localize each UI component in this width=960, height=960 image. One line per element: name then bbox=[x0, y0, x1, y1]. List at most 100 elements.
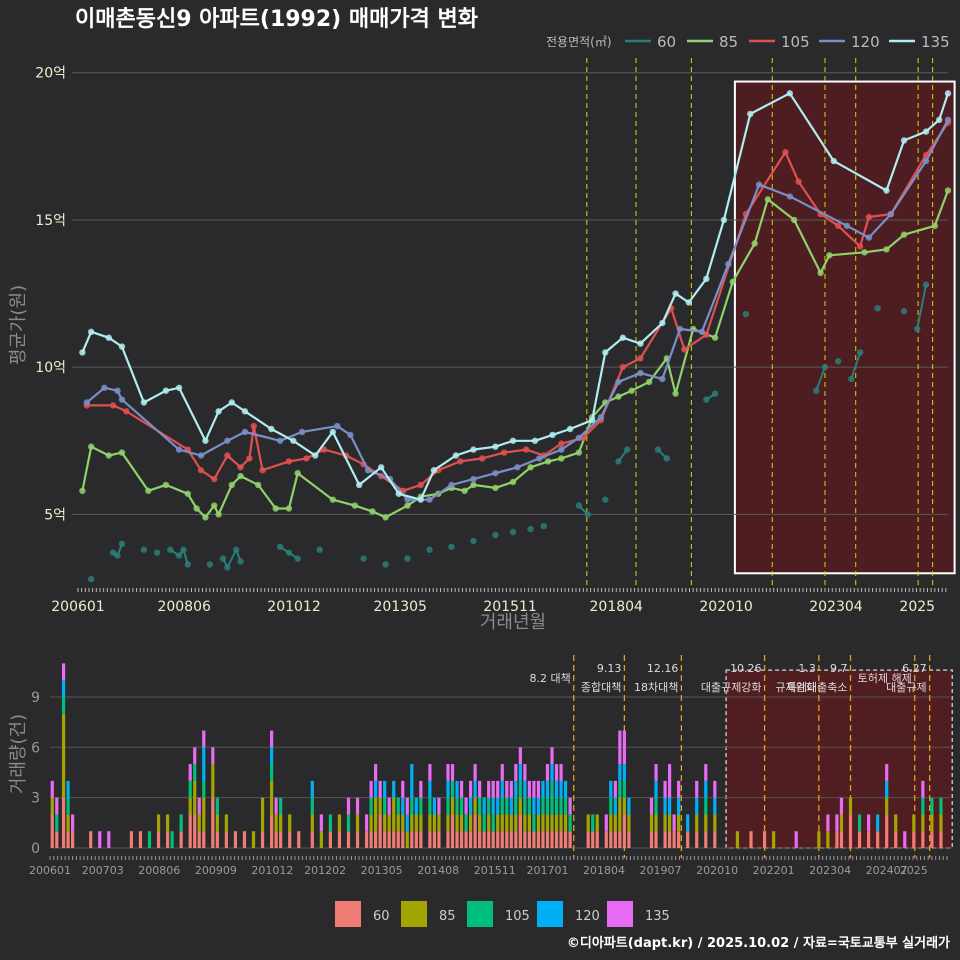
chart-title: 이매촌동신9 아파트(1992) 매매가격 변화 bbox=[75, 7, 478, 32]
volume-bar bbox=[165, 831, 170, 848]
point-120 bbox=[755, 181, 763, 188]
volume-bar bbox=[654, 797, 658, 815]
volume-bar bbox=[622, 814, 626, 848]
volume-bar bbox=[251, 831, 256, 848]
volume-bar bbox=[369, 797, 373, 815]
volume-bar bbox=[270, 764, 274, 781]
point-60 bbox=[900, 308, 908, 315]
volume-bar bbox=[523, 797, 527, 815]
volume-bar bbox=[193, 764, 197, 781]
volume-bar bbox=[270, 814, 274, 848]
point-135 bbox=[936, 116, 943, 124]
volume-bar bbox=[500, 814, 504, 832]
volume-bar bbox=[473, 797, 477, 815]
point-135 bbox=[602, 349, 609, 356]
point-105 bbox=[224, 452, 231, 459]
volume-bar bbox=[428, 797, 432, 815]
volume-bar bbox=[536, 780, 541, 798]
volume-bar bbox=[61, 680, 66, 697]
volume-bar bbox=[609, 780, 613, 798]
volume-x-tick-label: 201701 bbox=[526, 864, 568, 877]
volume-bar bbox=[455, 814, 459, 832]
volume-bar bbox=[491, 797, 495, 815]
point-135 bbox=[118, 343, 126, 350]
point-135 bbox=[588, 416, 596, 424]
bottom-legend-label-105: 105 bbox=[505, 909, 530, 924]
volume-bar bbox=[613, 780, 617, 798]
volume-bar bbox=[279, 831, 283, 848]
volume-bar bbox=[387, 831, 391, 848]
point-85 bbox=[87, 443, 95, 450]
volume-bar bbox=[165, 814, 170, 832]
volume-bar bbox=[559, 797, 563, 815]
volume-bar bbox=[613, 797, 617, 815]
volume-bar bbox=[211, 797, 215, 848]
volume-bar bbox=[505, 814, 509, 832]
point-60 bbox=[426, 546, 433, 553]
bottom-legend-label-85: 85 bbox=[439, 909, 456, 924]
point-135 bbox=[619, 334, 627, 341]
x-tick-label: 201511 bbox=[483, 599, 536, 615]
point-105 bbox=[782, 149, 789, 156]
volume-bar bbox=[61, 797, 66, 848]
point-120 bbox=[224, 437, 231, 444]
point-60 bbox=[812, 387, 820, 394]
point-85 bbox=[470, 481, 477, 489]
bottom-legend-swatch-135 bbox=[607, 901, 633, 927]
point-135 bbox=[659, 319, 666, 327]
volume-x-tick-label: 202407 bbox=[866, 864, 908, 877]
point-105 bbox=[246, 455, 253, 462]
volume-bar bbox=[839, 797, 844, 815]
volume-bar bbox=[848, 814, 853, 848]
volume-bar bbox=[903, 831, 907, 848]
volume-bar bbox=[677, 797, 681, 815]
point-105 bbox=[259, 467, 266, 474]
volume-bar bbox=[193, 814, 197, 848]
volume-bar bbox=[459, 780, 464, 798]
point-60 bbox=[575, 502, 583, 509]
point-60 bbox=[527, 525, 534, 533]
point-60 bbox=[175, 552, 183, 559]
volume-bar bbox=[686, 831, 690, 848]
volume-bar bbox=[405, 797, 409, 815]
volume-bar bbox=[364, 831, 369, 848]
x-tick-label: 201804 bbox=[590, 599, 644, 615]
volume-bar bbox=[568, 814, 572, 832]
volume-bar bbox=[355, 797, 360, 815]
event-label: 9.7 bbox=[830, 662, 848, 675]
point-135 bbox=[241, 408, 249, 415]
point-105 bbox=[123, 408, 130, 415]
volume-bar bbox=[618, 764, 622, 781]
bottom-legend-swatch-60 bbox=[335, 901, 361, 927]
point-120 bbox=[101, 384, 108, 391]
volume-bar bbox=[848, 797, 853, 815]
volume-bar bbox=[188, 780, 192, 798]
point-135 bbox=[922, 128, 930, 135]
volume-bar bbox=[401, 780, 405, 798]
volume-bar bbox=[527, 831, 531, 848]
point-60 bbox=[294, 555, 301, 562]
point-60 bbox=[615, 458, 622, 465]
x-tick-label: 202010 bbox=[699, 599, 752, 615]
point-120 bbox=[536, 455, 543, 462]
volume-bar bbox=[677, 831, 681, 848]
volume-bar bbox=[50, 797, 54, 815]
volume-bar bbox=[202, 831, 206, 848]
volume-bar bbox=[568, 797, 572, 815]
volume-bar bbox=[473, 814, 477, 848]
volume-bar bbox=[518, 797, 522, 815]
volume-bar bbox=[885, 764, 889, 781]
point-135 bbox=[470, 446, 477, 453]
volume-bar bbox=[514, 814, 518, 832]
volume-bar bbox=[147, 831, 152, 848]
point-120 bbox=[558, 446, 565, 453]
volume-bar bbox=[66, 780, 70, 798]
volume-bar bbox=[541, 814, 545, 832]
volume-bar bbox=[432, 797, 437, 815]
volume-bar bbox=[654, 814, 658, 832]
point-60 bbox=[821, 363, 829, 371]
volume-bar bbox=[505, 797, 509, 815]
volume-bar bbox=[346, 831, 351, 848]
point-120 bbox=[448, 481, 455, 489]
volume-bar bbox=[464, 831, 468, 848]
